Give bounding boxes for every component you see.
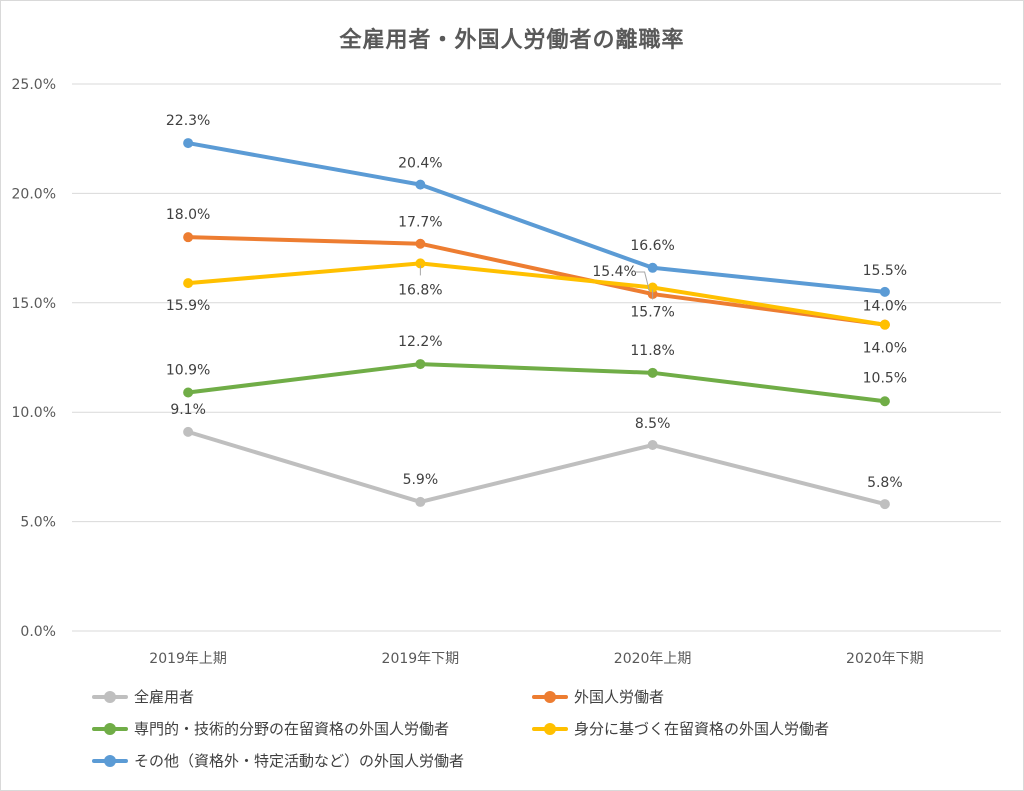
x-tick-label: 2020年上期 xyxy=(614,651,692,667)
data-point xyxy=(183,278,194,289)
legend-item: その他（資格外・特定活動など）の外国人労働者 xyxy=(92,750,464,771)
data-point xyxy=(415,179,426,190)
data-label: 10.5% xyxy=(863,370,907,386)
legend-item: 外国人労働者 xyxy=(532,686,664,707)
data-label: 15.5% xyxy=(863,263,907,279)
data-label: 15.4% xyxy=(592,264,636,280)
chart-title: 全雇用者・外国人労働者の離職率 xyxy=(339,28,685,53)
data-label: 8.5% xyxy=(635,416,671,432)
data-point xyxy=(647,440,658,451)
legend-label: その他（資格外・特定活動など）の外国人労働者 xyxy=(134,752,465,770)
data-label: 16.8% xyxy=(398,282,442,298)
x-tick-label: 2020年下期 xyxy=(846,651,924,667)
data-label: 5.9% xyxy=(403,472,439,488)
y-tick-label: 10.0% xyxy=(12,405,56,421)
y-tick-label: 20.0% xyxy=(12,186,56,202)
data-label: 14.0% xyxy=(863,299,907,315)
data-point xyxy=(183,232,194,243)
legend-swatch xyxy=(92,722,128,736)
x-tick-label: 2019年下期 xyxy=(382,651,460,667)
data-label: 15.9% xyxy=(166,298,210,314)
data-label: 18.0% xyxy=(166,207,210,223)
data-point xyxy=(647,367,658,378)
data-point xyxy=(647,262,658,273)
data-label: 12.2% xyxy=(398,334,442,350)
legend-swatch xyxy=(532,722,568,736)
data-label: 5.8% xyxy=(867,475,903,491)
data-label: 9.1% xyxy=(170,402,206,418)
legend-item: 身分に基づく在留資格の外国人労働者 xyxy=(532,718,829,739)
data-point xyxy=(183,138,194,149)
data-label: 10.9% xyxy=(166,363,210,379)
leader-line xyxy=(634,271,651,293)
data-point xyxy=(415,496,426,507)
data-point xyxy=(879,499,890,510)
legend-swatch xyxy=(92,690,128,704)
y-tick-label: 25.0% xyxy=(12,77,56,93)
data-label: 20.4% xyxy=(398,156,442,172)
legend-label: 全雇用者 xyxy=(134,688,195,706)
data-point xyxy=(183,426,194,437)
legend-label: 外国人労働者 xyxy=(574,688,665,706)
data-point xyxy=(415,238,426,249)
data-label: 16.6% xyxy=(630,238,674,254)
series-line xyxy=(186,261,887,327)
legend-label: 専門的・技術的分野の在留資格の外国人労働者 xyxy=(134,720,450,738)
data-point xyxy=(879,319,890,330)
data-label: 11.8% xyxy=(630,343,674,359)
legend-label: 身分に基づく在留資格の外国人労働者 xyxy=(574,720,830,738)
data-label: 14.0% xyxy=(863,341,907,357)
data-point xyxy=(183,387,194,398)
data-label: 15.7% xyxy=(630,304,674,320)
data-point xyxy=(415,359,426,370)
legend-swatch xyxy=(92,754,128,768)
series-line xyxy=(186,141,887,294)
y-tick-label: 15.0% xyxy=(12,296,56,312)
data-label: 17.7% xyxy=(398,215,442,231)
legend-swatch xyxy=(532,690,568,704)
x-tick-label: 2019年上期 xyxy=(149,651,227,667)
legend-item: 全雇用者 xyxy=(92,686,194,707)
data-point xyxy=(879,286,890,297)
series-line xyxy=(186,235,887,327)
series-line xyxy=(186,429,887,507)
legend-item: 専門的・技術的分野の在留資格の外国人労働者 xyxy=(92,718,449,739)
data-point xyxy=(879,396,890,407)
y-tick-label: 5.0% xyxy=(20,515,56,531)
y-tick-label: 0.0% xyxy=(20,624,56,640)
data-label: 22.3% xyxy=(166,113,210,129)
series-line xyxy=(186,362,887,404)
